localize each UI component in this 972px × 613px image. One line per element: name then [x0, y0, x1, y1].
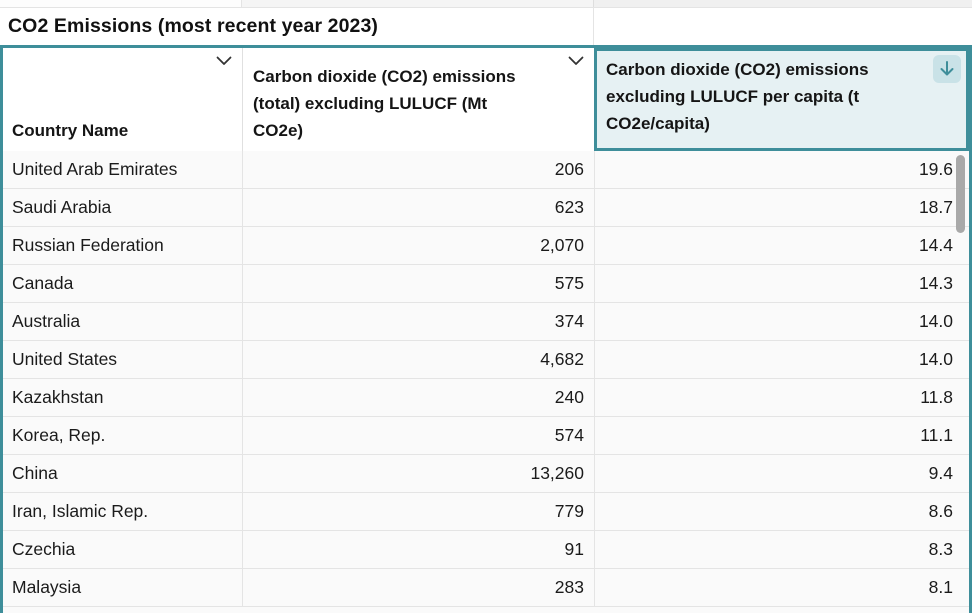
total-emissions-cell[interactable]: 779	[242, 493, 594, 530]
table-row: Malaysia 283 8.1	[3, 569, 969, 607]
title-row: CO2 Emissions (most recent year 2023)	[0, 8, 972, 45]
vertical-scrollbar-thumb[interactable]	[956, 155, 965, 233]
table-row: United Arab Emirates 206 19.6	[3, 151, 969, 189]
partial-cell[interactable]	[242, 0, 594, 7]
title-cell[interactable]: CO2 Emissions (most recent year 2023)	[0, 8, 594, 45]
table-row: Czechia 91 8.3	[3, 531, 969, 569]
per-capita-cell[interactable]: 11.8	[594, 379, 969, 416]
data-table: Country Name Carbon dioxide (CO2) emissi…	[0, 45, 972, 613]
country-cell[interactable]: Russian Federation	[12, 235, 164, 255]
total-emissions-cell[interactable]: 374	[242, 303, 594, 340]
total-emissions-cell[interactable]: 574	[242, 417, 594, 454]
per-capita-cell[interactable]: 19.6	[594, 151, 969, 188]
table-body: United Arab Emirates 206 19.6 Saudi Arab…	[3, 151, 969, 613]
country-cell[interactable]: Iran, Islamic Rep.	[12, 501, 149, 521]
total-emissions-cell[interactable]: 13,260	[242, 455, 594, 492]
per-capita-cell[interactable]: 14.0	[594, 341, 969, 378]
total-emissions-cell[interactable]: 240	[242, 379, 594, 416]
country-cell[interactable]: Czechia	[12, 539, 76, 559]
per-capita-cell[interactable]: 11.1	[594, 417, 969, 454]
per-capita-cell[interactable]: 14.4	[594, 227, 969, 264]
country-cell[interactable]: Australia	[12, 311, 81, 331]
sort-descending-button[interactable]	[933, 55, 961, 83]
table-row: Iran, Islamic Rep. 779 8.6	[3, 493, 969, 531]
partial-row-above	[0, 0, 972, 8]
total-emissions-cell[interactable]: 575	[242, 265, 594, 302]
table-row: Korea, Rep. 574 11.1	[3, 417, 969, 455]
per-capita-cell[interactable]: 18.7	[594, 189, 969, 226]
empty-cell[interactable]	[594, 8, 972, 45]
table-row: Saudi Arabia 623 18.7	[3, 189, 969, 227]
per-capita-cell[interactable]: 14.3	[594, 265, 969, 302]
country-cell[interactable]: United Arab Emirates	[12, 159, 178, 179]
page-title: CO2 Emissions (most recent year 2023)	[8, 15, 379, 37]
country-cell[interactable]: Saudi Arabia	[12, 197, 112, 217]
column-header-per-capita-selected[interactable]: Carbon dioxide (CO2) emissions excluding…	[594, 48, 969, 151]
header-row: Country Name Carbon dioxide (CO2) emissi…	[3, 48, 969, 151]
per-capita-cell[interactable]: 14.0	[594, 303, 969, 340]
table-row: Russian Federation 2,070 14.4	[3, 227, 969, 265]
per-capita-cell[interactable]: 9.4	[594, 455, 969, 492]
column-header-country[interactable]: Country Name	[3, 48, 242, 151]
column-header-label: Carbon dioxide (CO2) emissions (total) e…	[253, 67, 516, 140]
arrow-down-icon	[940, 61, 954, 76]
column-header-total-emissions[interactable]: Carbon dioxide (CO2) emissions (total) e…	[242, 48, 594, 151]
country-cell[interactable]: Canada	[12, 273, 74, 293]
column-header-label: Carbon dioxide (CO2) emissions excluding…	[606, 60, 869, 133]
total-emissions-cell[interactable]: 206	[242, 151, 594, 188]
per-capita-cell[interactable]: 8.1	[594, 569, 969, 606]
per-capita-cell[interactable]: 8.6	[594, 493, 969, 530]
partial-cell[interactable]	[594, 0, 972, 7]
total-emissions-cell[interactable]: 623	[242, 189, 594, 226]
table-row: Australia 374 14.0	[3, 303, 969, 341]
chevron-down-icon[interactable]	[567, 55, 585, 67]
country-cell[interactable]: Malaysia	[12, 577, 82, 597]
total-emissions-cell[interactable]: 4,682	[242, 341, 594, 378]
table-row: Kazakhstan 240 11.8	[3, 379, 969, 417]
table-row: China 13,260 9.4	[3, 455, 969, 493]
column-header-label: Country Name	[12, 121, 129, 140]
total-emissions-cell[interactable]: 283	[242, 569, 594, 606]
country-cell[interactable]: Kazakhstan	[12, 387, 104, 407]
table-row: Canada 575 14.3	[3, 265, 969, 303]
country-cell[interactable]: Korea, Rep.	[12, 425, 106, 445]
table-row: United States 4,682 14.0	[3, 341, 969, 379]
total-emissions-cell[interactable]: 91	[242, 531, 594, 568]
country-cell[interactable]: United States	[12, 349, 118, 369]
chevron-down-icon[interactable]	[215, 55, 233, 67]
partial-next-row	[3, 607, 969, 613]
total-emissions-cell[interactable]: 2,070	[242, 227, 594, 264]
partial-cell[interactable]	[0, 0, 242, 7]
country-cell[interactable]: China	[12, 463, 58, 483]
per-capita-cell[interactable]: 8.3	[594, 531, 969, 568]
